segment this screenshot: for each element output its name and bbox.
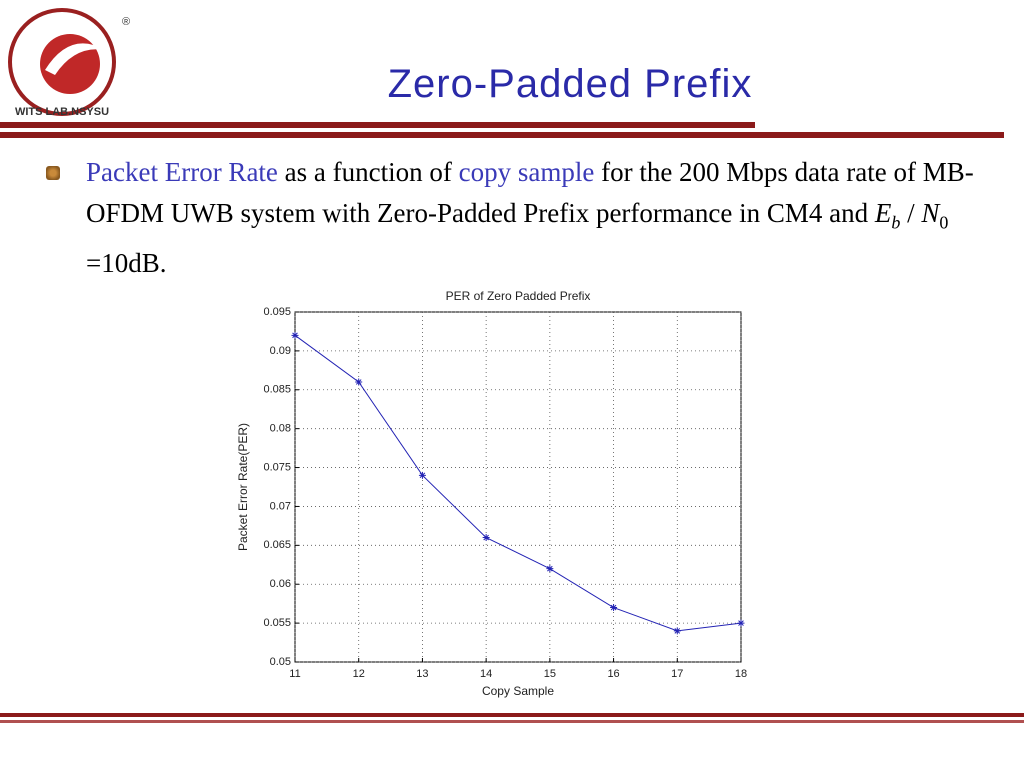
- marker: [610, 604, 618, 612]
- rule: [0, 720, 1024, 723]
- slide-title: Zero-Padded Prefix: [387, 62, 753, 106]
- text: Packet Error Rate: [86, 157, 278, 187]
- y-tick-label: 0.055: [263, 617, 291, 629]
- x-tick-label: 18: [735, 668, 747, 680]
- x-tick-label: 16: [607, 668, 619, 680]
- y-tick-label: 0.05: [270, 656, 291, 668]
- rule: [0, 713, 1024, 717]
- chart-title: PER of Zero Padded Prefix: [446, 289, 591, 303]
- marker: [355, 378, 363, 386]
- y-tick-label: 0.08: [270, 423, 291, 435]
- marker: [418, 471, 426, 479]
- x-tick-label: 13: [416, 668, 428, 680]
- bullet: [46, 166, 60, 180]
- marker: [673, 627, 681, 635]
- rule: [0, 122, 755, 128]
- text: for the 200 Mbps data rate of MB-OFDM UW…: [86, 157, 974, 228]
- x-axis-label: Copy Sample: [482, 684, 554, 698]
- formula: b: [891, 212, 901, 233]
- y-tick-label: 0.095: [263, 306, 291, 318]
- x-tick-label: 15: [544, 668, 556, 680]
- marker: [546, 565, 554, 573]
- logo-mark: ®: [122, 16, 130, 28]
- x-tick-label: 11: [289, 668, 300, 680]
- formula: /: [907, 198, 915, 228]
- rule: [0, 132, 1004, 138]
- y-tick-label: 0.06: [270, 578, 291, 590]
- x-tick-label: 14: [480, 668, 492, 680]
- marker: [737, 619, 745, 627]
- series-line: [294, 334, 742, 632]
- formula: =: [86, 248, 102, 279]
- text: copy sample: [458, 157, 595, 187]
- logo-core: [40, 34, 100, 94]
- y-tick-label: 0.065: [263, 539, 291, 551]
- marker: [482, 534, 490, 542]
- formula: E: [874, 198, 892, 228]
- y-axis-label: Packet Error Rate(PER): [236, 423, 250, 551]
- y-tick-label: 0.09: [270, 345, 291, 357]
- body-text: Packet Error Rate as a function of copy …: [86, 152, 996, 284]
- y-tick-label: 0.07: [270, 500, 291, 512]
- text: as a function of: [277, 157, 459, 187]
- formula: 10dB.: [101, 248, 167, 279]
- logo-swoosh: [45, 43, 105, 75]
- logo-text: WITS LAB.NSYSU: [15, 106, 109, 118]
- formula: N: [921, 198, 940, 228]
- x-tick-label: 17: [671, 668, 683, 680]
- y-tick-label: 0.085: [263, 384, 291, 396]
- formula: 0: [939, 212, 949, 233]
- y-tick-label: 0.075: [263, 461, 291, 473]
- marker: [291, 331, 299, 339]
- plot-area: [294, 311, 742, 663]
- x-tick-label: 12: [353, 668, 365, 680]
